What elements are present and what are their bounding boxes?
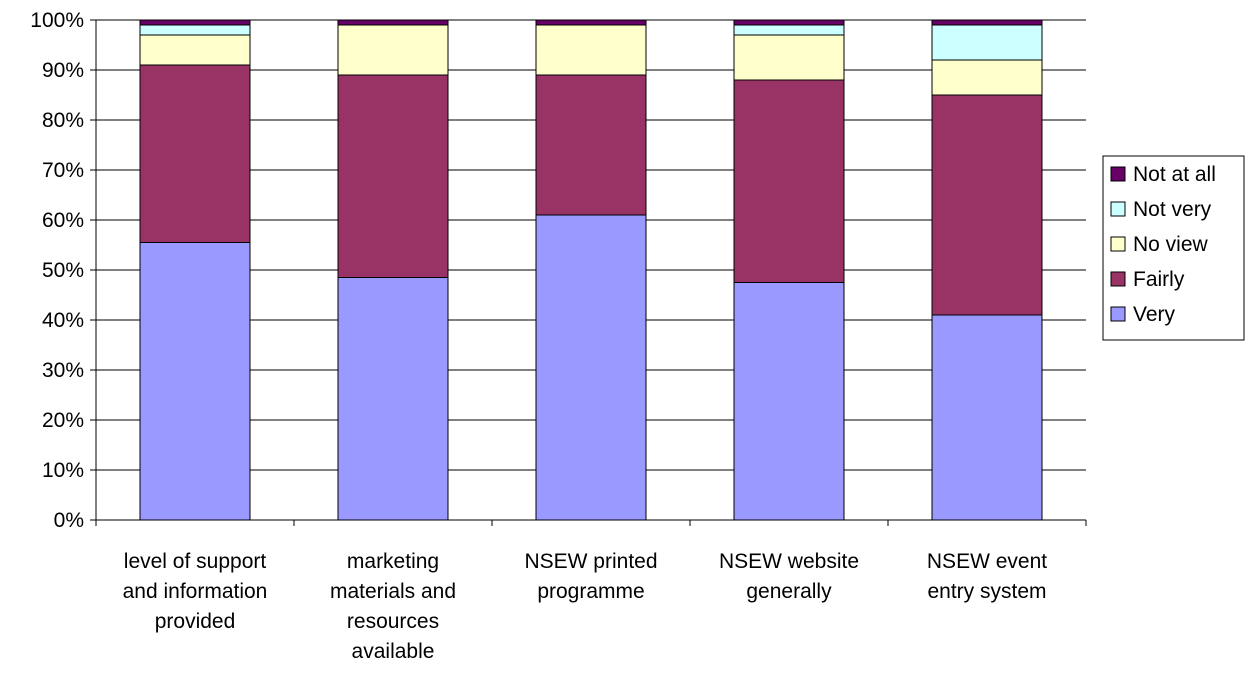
y-tick-label: 40% <box>42 309 84 332</box>
bar-segment-not-very <box>140 25 250 35</box>
y-tick-label: 10% <box>42 459 84 482</box>
bar-segment-not-at-all <box>338 20 448 25</box>
bar-segment-fairly <box>536 75 646 215</box>
legend-swatch <box>1111 237 1125 251</box>
legend-label: Not at all <box>1133 163 1216 186</box>
legend-swatch <box>1111 202 1125 216</box>
y-tick-label: 20% <box>42 409 84 432</box>
bar-segment-very <box>536 215 646 520</box>
bar-segment-no-view <box>140 35 250 65</box>
x-category-label: level of support and information provided <box>123 550 268 633</box>
bar-segment-fairly <box>932 95 1042 315</box>
legend-swatch <box>1111 307 1125 321</box>
bar-segment-not-at-all <box>140 20 250 25</box>
bar-segment-fairly <box>734 80 844 283</box>
y-tick-label: 80% <box>42 109 84 132</box>
bar-segment-very <box>932 315 1042 520</box>
bar-segment-fairly <box>338 75 448 278</box>
legend-label: Not very <box>1133 198 1212 221</box>
y-tick-labels: 0% 10% 20% 30% 40% 50% 60% 70% 80% 90% 100% <box>30 9 84 532</box>
legend-label: Very <box>1133 303 1176 326</box>
y-tick-label: 70% <box>42 159 84 182</box>
legend: Not at all Not very No view Fairly Very <box>1103 156 1244 340</box>
x-category-label: NSEW event entry system <box>927 550 1047 603</box>
bar-segment-not-at-all <box>932 20 1042 25</box>
y-tick-label: 30% <box>42 359 84 382</box>
bar-segment-very <box>734 283 844 521</box>
y-tick-label: 50% <box>42 259 84 282</box>
legend-label: No view <box>1133 233 1209 256</box>
y-tick-label: 0% <box>54 509 84 532</box>
legend-swatch <box>1111 167 1125 181</box>
bar-segment-very <box>140 243 250 521</box>
y-tick-label: 60% <box>42 209 84 232</box>
legend-swatch <box>1111 272 1125 286</box>
bar-segment-no-view <box>338 25 448 75</box>
bar-segment-not-very <box>932 25 1042 60</box>
x-category-label: NSEW printed programme <box>524 550 657 603</box>
bar-segment-not-very <box>734 25 844 35</box>
bar-segment-fairly <box>140 65 250 243</box>
bar-segment-no-view <box>734 35 844 80</box>
bar-segment-no-view <box>536 25 646 75</box>
legend-label: Fairly <box>1133 268 1185 291</box>
bar-segment-not-at-all <box>734 20 844 25</box>
y-tick-label: 90% <box>42 59 84 82</box>
x-category-label: NSEW website generally <box>719 550 859 603</box>
x-category-label: marketing materials and resources available <box>330 550 456 663</box>
bar-segment-very <box>338 278 448 521</box>
bar-segment-no-view <box>932 60 1042 95</box>
y-tick-label: 100% <box>30 9 84 32</box>
x-category-labels: level of support and information provided m… <box>123 550 1048 663</box>
bar-segment-not-at-all <box>536 20 646 25</box>
